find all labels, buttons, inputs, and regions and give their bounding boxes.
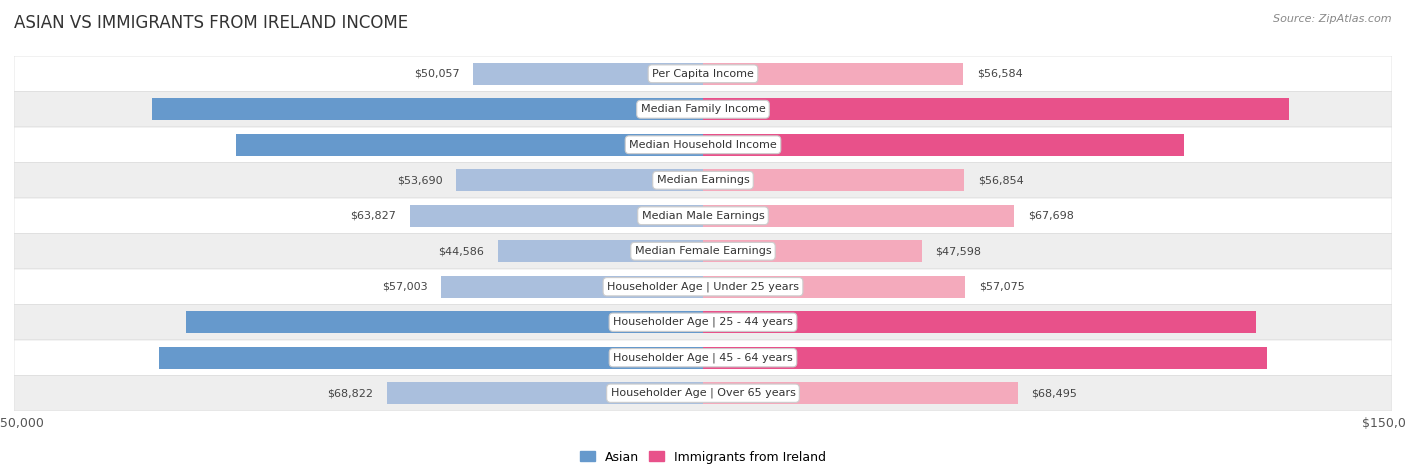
Text: $101,681: $101,681 [637,140,689,150]
Text: $57,003: $57,003 [382,282,427,292]
Bar [409,205,703,227]
Bar [472,63,703,85]
Text: $56,854: $56,854 [979,175,1024,185]
Bar [441,276,703,298]
Bar [236,134,703,156]
Bar [703,311,1256,333]
Text: Householder Age | 45 - 64 years: Householder Age | 45 - 64 years [613,353,793,363]
Text: $44,586: $44,586 [439,246,485,256]
Bar [159,347,703,369]
FancyBboxPatch shape [14,198,1392,234]
Text: Householder Age | Under 25 years: Householder Age | Under 25 years [607,282,799,292]
FancyBboxPatch shape [14,234,1392,269]
Text: $53,690: $53,690 [396,175,443,185]
Bar [703,169,965,191]
Text: Median Family Income: Median Family Income [641,104,765,114]
Bar [186,311,703,333]
Text: $118,426: $118,426 [637,353,689,363]
Text: Median Female Earnings: Median Female Earnings [634,246,772,256]
Text: $57,075: $57,075 [979,282,1025,292]
Text: $56,584: $56,584 [977,69,1022,79]
Bar [703,382,1018,404]
FancyBboxPatch shape [14,375,1392,411]
Text: $67,698: $67,698 [1028,211,1074,221]
Bar [703,205,1014,227]
Text: $68,822: $68,822 [328,388,373,398]
Text: Median Male Earnings: Median Male Earnings [641,211,765,221]
Text: Median Household Income: Median Household Income [628,140,778,150]
Text: Source: ZipAtlas.com: Source: ZipAtlas.com [1274,14,1392,24]
Bar [703,240,921,262]
Bar [703,63,963,85]
Bar [387,382,703,404]
FancyBboxPatch shape [14,127,1392,163]
Bar [703,276,965,298]
Bar [498,240,703,262]
Text: ASIAN VS IMMIGRANTS FROM IRELAND INCOME: ASIAN VS IMMIGRANTS FROM IRELAND INCOME [14,14,408,32]
FancyBboxPatch shape [14,340,1392,375]
Text: $127,584: $127,584 [717,104,769,114]
Text: $68,495: $68,495 [1032,388,1077,398]
Bar [152,98,703,120]
Text: $122,757: $122,757 [717,353,769,363]
FancyBboxPatch shape [14,92,1392,127]
Bar [703,347,1267,369]
Bar [457,169,703,191]
Bar [703,134,1184,156]
Text: Median Earnings: Median Earnings [657,175,749,185]
FancyBboxPatch shape [14,163,1392,198]
FancyBboxPatch shape [14,56,1392,92]
FancyBboxPatch shape [14,269,1392,304]
Legend: Asian, Immigrants from Ireland: Asian, Immigrants from Ireland [575,446,831,467]
Text: Householder Age | 25 - 44 years: Householder Age | 25 - 44 years [613,317,793,327]
Text: $47,598: $47,598 [935,246,981,256]
FancyBboxPatch shape [14,304,1392,340]
Text: $119,955: $119,955 [637,104,689,114]
Text: Per Capita Income: Per Capita Income [652,69,754,79]
Text: Householder Age | Over 65 years: Householder Age | Over 65 years [610,388,796,398]
Text: $63,827: $63,827 [350,211,396,221]
Text: $112,666: $112,666 [637,317,689,327]
Text: $104,692: $104,692 [717,140,769,150]
Bar [703,98,1289,120]
Text: $120,333: $120,333 [717,317,769,327]
Text: $50,057: $50,057 [413,69,460,79]
